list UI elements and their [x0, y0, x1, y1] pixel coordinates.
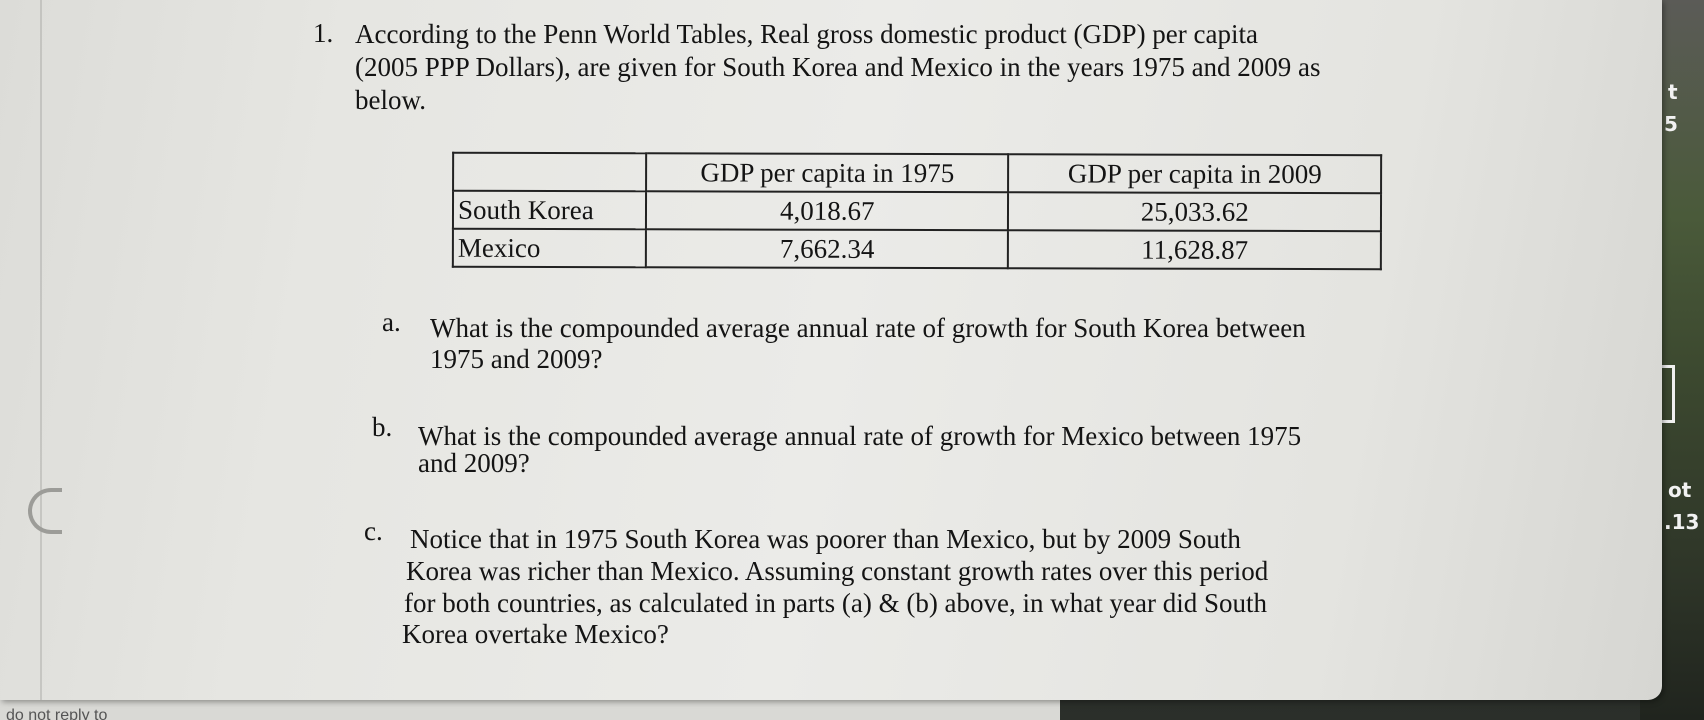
table-cell-gdp-2009: 25,033.62	[1008, 192, 1382, 232]
part-c-line: Notice that in 1975 South Korea was poor…	[410, 524, 1241, 554]
table-cell-gdp-1975: 7,662.34	[645, 229, 1009, 269]
part-b-line: What is the compounded average annual ra…	[418, 421, 1302, 451]
table-cell-gdp-2009: 11,628.87	[1008, 230, 1381, 270]
background-screen-text: 5	[1664, 112, 1678, 136]
table-cell-country: South Korea	[452, 190, 647, 230]
part-c-line: Korea was richer than Mexico. Assuming c…	[406, 556, 1269, 586]
part-c-line: Korea overtake Mexico?	[402, 619, 669, 649]
question-intro-line: below.	[355, 85, 426, 115]
worksheet-page: 1. According to the Penn World Tables, R…	[0, 0, 1662, 700]
part-a-line: 1975 and 2009?	[430, 344, 603, 374]
background-screen-text: .13	[1664, 510, 1700, 534]
underlying-page-text: do not reply to	[6, 707, 108, 720]
table-cell-country: Mexico	[452, 228, 646, 268]
table-header-cell	[453, 152, 647, 192]
question-intro-line: (2005 PPP Dollars), are given for South …	[355, 52, 1321, 82]
table-header-cell: GDP per capita in 2009	[1008, 154, 1382, 194]
background-screen-text: t	[1668, 80, 1678, 104]
table-row: South Korea 4,018.67 25,033.62	[452, 190, 1382, 232]
gdp-table: GDP per capita in 1975 GDP per capita in…	[452, 152, 1382, 270]
question-number: 1.	[313, 18, 334, 48]
paper-edge-line	[40, 0, 42, 700]
background-screen-text: ot	[1668, 478, 1692, 502]
underlying-page-strip	[0, 700, 1060, 720]
table-cell-gdp-1975: 4,018.67	[645, 191, 1009, 231]
part-a-line: What is the compounded average annual ra…	[430, 313, 1306, 343]
table-header-cell: GDP per capita in 1975	[646, 153, 1009, 193]
table-row: Mexico 7,662.34 11,628.87	[452, 228, 1381, 270]
table-header-row: GDP per capita in 1975 GDP per capita in…	[453, 152, 1382, 194]
binder-ring	[28, 488, 62, 534]
part-letter: a.	[382, 307, 401, 337]
part-c-line: for both countries, as calculated in par…	[404, 588, 1267, 618]
background-screen-bracket	[1657, 365, 1675, 423]
part-b-line: and 2009?	[418, 448, 530, 478]
part-letter: b.	[372, 412, 393, 442]
question-intro-line: According to the Penn World Tables, Real…	[355, 19, 1258, 49]
part-letter: c.	[364, 516, 383, 546]
